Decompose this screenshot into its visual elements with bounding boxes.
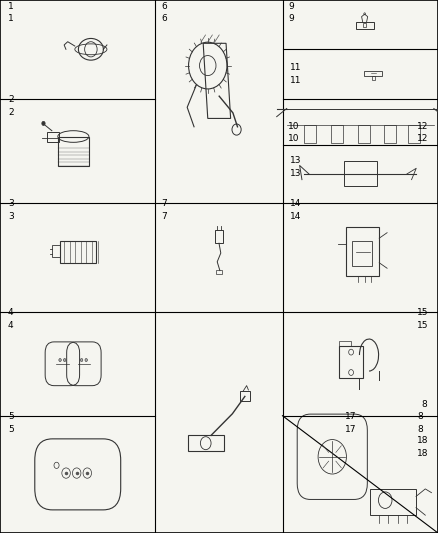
Bar: [47, 132, 59, 142]
Text: 13: 13: [290, 156, 302, 165]
Circle shape: [85, 359, 88, 361]
Text: 1: 1: [8, 14, 14, 23]
Text: 12: 12: [417, 134, 429, 143]
Bar: [240, 391, 250, 401]
Text: 18: 18: [417, 449, 429, 458]
Bar: [408, 125, 420, 143]
Text: 10: 10: [288, 122, 300, 131]
Bar: [339, 346, 363, 378]
Circle shape: [42, 122, 45, 125]
Circle shape: [64, 359, 66, 361]
Text: 17: 17: [345, 412, 357, 421]
Bar: [304, 125, 316, 143]
Text: 7: 7: [161, 212, 167, 221]
Bar: [357, 125, 370, 143]
Text: 2: 2: [8, 95, 14, 104]
Text: 14: 14: [290, 199, 302, 208]
Bar: [216, 270, 222, 274]
Text: 3: 3: [8, 199, 14, 208]
Bar: [356, 21, 374, 29]
Text: 8: 8: [417, 425, 423, 434]
Bar: [384, 125, 396, 143]
Bar: [215, 230, 223, 243]
Bar: [352, 241, 372, 265]
Text: 1: 1: [8, 2, 14, 11]
Text: 8: 8: [421, 400, 427, 409]
Bar: [344, 161, 377, 187]
Text: 13: 13: [290, 169, 302, 178]
Text: 17: 17: [345, 425, 357, 434]
Text: 14: 14: [290, 212, 302, 221]
Text: 3: 3: [8, 212, 14, 221]
Text: 9: 9: [288, 2, 294, 11]
Circle shape: [59, 359, 61, 361]
Bar: [371, 76, 375, 80]
Circle shape: [80, 359, 83, 361]
Text: 12: 12: [417, 122, 429, 131]
Bar: [370, 489, 416, 515]
Bar: [331, 125, 343, 143]
Text: 6: 6: [161, 2, 167, 11]
Text: 8: 8: [417, 412, 423, 421]
Text: 4: 4: [8, 308, 14, 317]
Bar: [53, 245, 60, 257]
Text: 5: 5: [8, 412, 14, 421]
Text: 10: 10: [288, 134, 300, 143]
Text: 4: 4: [8, 321, 14, 330]
Text: 9: 9: [288, 14, 294, 23]
Bar: [363, 23, 366, 27]
Text: 11: 11: [290, 63, 302, 72]
Text: 5: 5: [8, 425, 14, 434]
Bar: [339, 341, 351, 346]
Text: 15: 15: [417, 321, 429, 330]
Text: 18: 18: [417, 436, 429, 445]
Bar: [188, 435, 223, 450]
Text: 2: 2: [8, 108, 14, 117]
Bar: [58, 136, 89, 166]
Text: 6: 6: [161, 14, 167, 23]
Bar: [364, 71, 382, 76]
Bar: [346, 227, 379, 277]
Text: 15: 15: [417, 308, 429, 317]
Text: 7: 7: [161, 199, 167, 208]
Text: 11: 11: [290, 76, 302, 85]
Bar: [60, 241, 96, 263]
